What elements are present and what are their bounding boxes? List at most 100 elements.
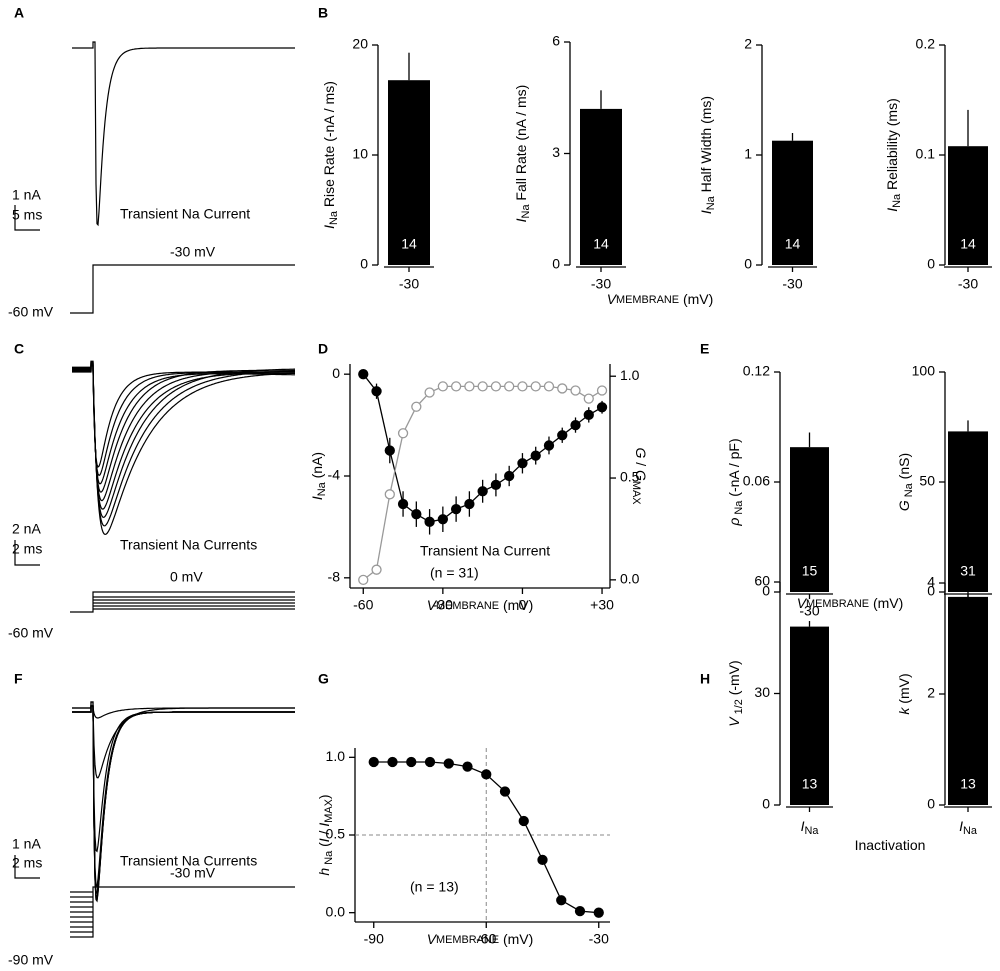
point — [543, 440, 555, 451]
point — [517, 458, 528, 469]
y-axis-label: ρ Na (-nA / pF) — [726, 438, 745, 526]
y-tick-label: 6 — [552, 33, 560, 49]
n-label: 13 — [960, 776, 976, 792]
n-label: 14 — [785, 236, 801, 252]
current-trace — [72, 364, 295, 485]
y-axis-label-part: Na — [903, 482, 915, 500]
x-axis-label-part: (mV) — [679, 291, 713, 307]
x-tick-label-part: I — [801, 818, 805, 834]
y-tick-label: 2 — [744, 36, 752, 52]
step-label: -30 mV — [170, 865, 216, 881]
voltage-step — [70, 264, 295, 314]
y-tick-label: 10 — [352, 146, 368, 162]
x-axis-label-part: MEMBRANE — [616, 294, 679, 306]
y-tick-label: 0.12 — [743, 363, 770, 379]
x-axis-label: VMEMBRANE (mV) — [607, 291, 714, 307]
point — [574, 905, 586, 917]
y-axis-label-part: Rise Rate (-nA / ms) — [321, 81, 337, 211]
y-axis-label-part: I — [316, 838, 332, 842]
point — [371, 386, 382, 397]
point — [518, 815, 529, 827]
annotation: (n = 13) — [410, 879, 459, 895]
trace-caption: Transient Na Currents — [120, 853, 257, 869]
y-tick-label: 0.0 — [620, 571, 640, 587]
current-trace — [72, 363, 296, 502]
point — [443, 758, 454, 769]
point — [596, 402, 608, 413]
y-axis-label-part: I — [309, 496, 325, 500]
point — [570, 385, 581, 396]
point — [371, 564, 382, 575]
x-tick-label-part: Na — [804, 825, 819, 837]
point — [477, 486, 488, 497]
current-trace — [72, 701, 295, 719]
y-tick-label: 100 — [912, 363, 936, 379]
point — [481, 769, 492, 780]
current-trace — [72, 362, 295, 510]
y-axis-label-part: (-mV) — [726, 660, 742, 699]
annotation: Transient Na Current — [420, 543, 550, 559]
y-tick-label: 3 — [552, 144, 560, 160]
hold-label: -60 mV — [8, 304, 54, 320]
x-tick-label: -30 — [799, 603, 819, 619]
point — [504, 381, 515, 392]
y-axis-label: INa (nA) — [309, 452, 328, 500]
y-axis-label: INa Half Width (ms) — [698, 96, 717, 214]
y-axis-label-part: (mV) — [896, 673, 912, 707]
y-tick-label: 0 — [762, 796, 770, 812]
x-tick-label: -30 — [958, 276, 978, 292]
point — [464, 498, 475, 510]
point — [583, 393, 594, 404]
bar — [772, 140, 813, 265]
panel-label: E — [700, 341, 709, 357]
point — [504, 470, 515, 482]
x-tick-label: -30 — [782, 276, 802, 292]
y-axis-label-part: (-nA / pF) — [726, 438, 742, 500]
x-axis-label-part: MEMBRANE — [436, 600, 499, 612]
y-tick-label: 0 — [762, 583, 770, 599]
step-label: -30 mV — [170, 244, 216, 260]
x-tick-label: INa — [801, 818, 820, 837]
point — [462, 761, 473, 772]
y-axis-label-part: k — [896, 707, 912, 715]
x-axis-label-part: V — [427, 597, 438, 613]
point — [593, 907, 604, 918]
y-tick-label: -4 — [328, 467, 341, 483]
bar — [948, 431, 988, 592]
y-axis-label: k (mV) — [896, 673, 912, 714]
point — [490, 479, 502, 491]
voltage-step — [70, 886, 295, 938]
point — [517, 381, 528, 392]
point — [411, 401, 422, 412]
y-axis-label-part: Reliability (ms) — [884, 98, 900, 194]
x-axis-label-part: (mV) — [869, 595, 903, 611]
y-axis-label-part: V — [726, 716, 742, 727]
y-axis-label: h Na (I / IMAX) — [316, 794, 335, 875]
x-axis-label-part: MEMBRANE — [436, 934, 499, 946]
point — [437, 381, 449, 392]
point — [556, 895, 567, 906]
scale-time: 2 ms — [12, 541, 42, 557]
panel-label: G — [318, 671, 329, 687]
x-tick-label: -60 — [476, 931, 496, 947]
x-tick-label: 0 — [519, 597, 527, 613]
point — [424, 756, 436, 768]
y-tick-label: 60 — [754, 573, 770, 589]
x-axis-label-part: V — [797, 595, 808, 611]
panel-label: A — [14, 5, 24, 21]
current-trace — [72, 360, 295, 536]
scale-bar — [14, 540, 40, 566]
current-trace — [72, 705, 295, 853]
point — [411, 509, 422, 520]
current-trace — [72, 41, 295, 227]
bar — [948, 146, 988, 265]
point — [464, 381, 475, 392]
voltage-step — [70, 591, 295, 613]
scale-current: 2 nA — [12, 521, 41, 537]
n-label: 31 — [960, 563, 976, 579]
point — [530, 381, 541, 392]
y-tick-label: 0 — [927, 256, 935, 272]
bar — [790, 626, 829, 805]
y-axis-label-part: Na — [733, 500, 745, 518]
y-tick-label: 0.2 — [916, 36, 936, 52]
